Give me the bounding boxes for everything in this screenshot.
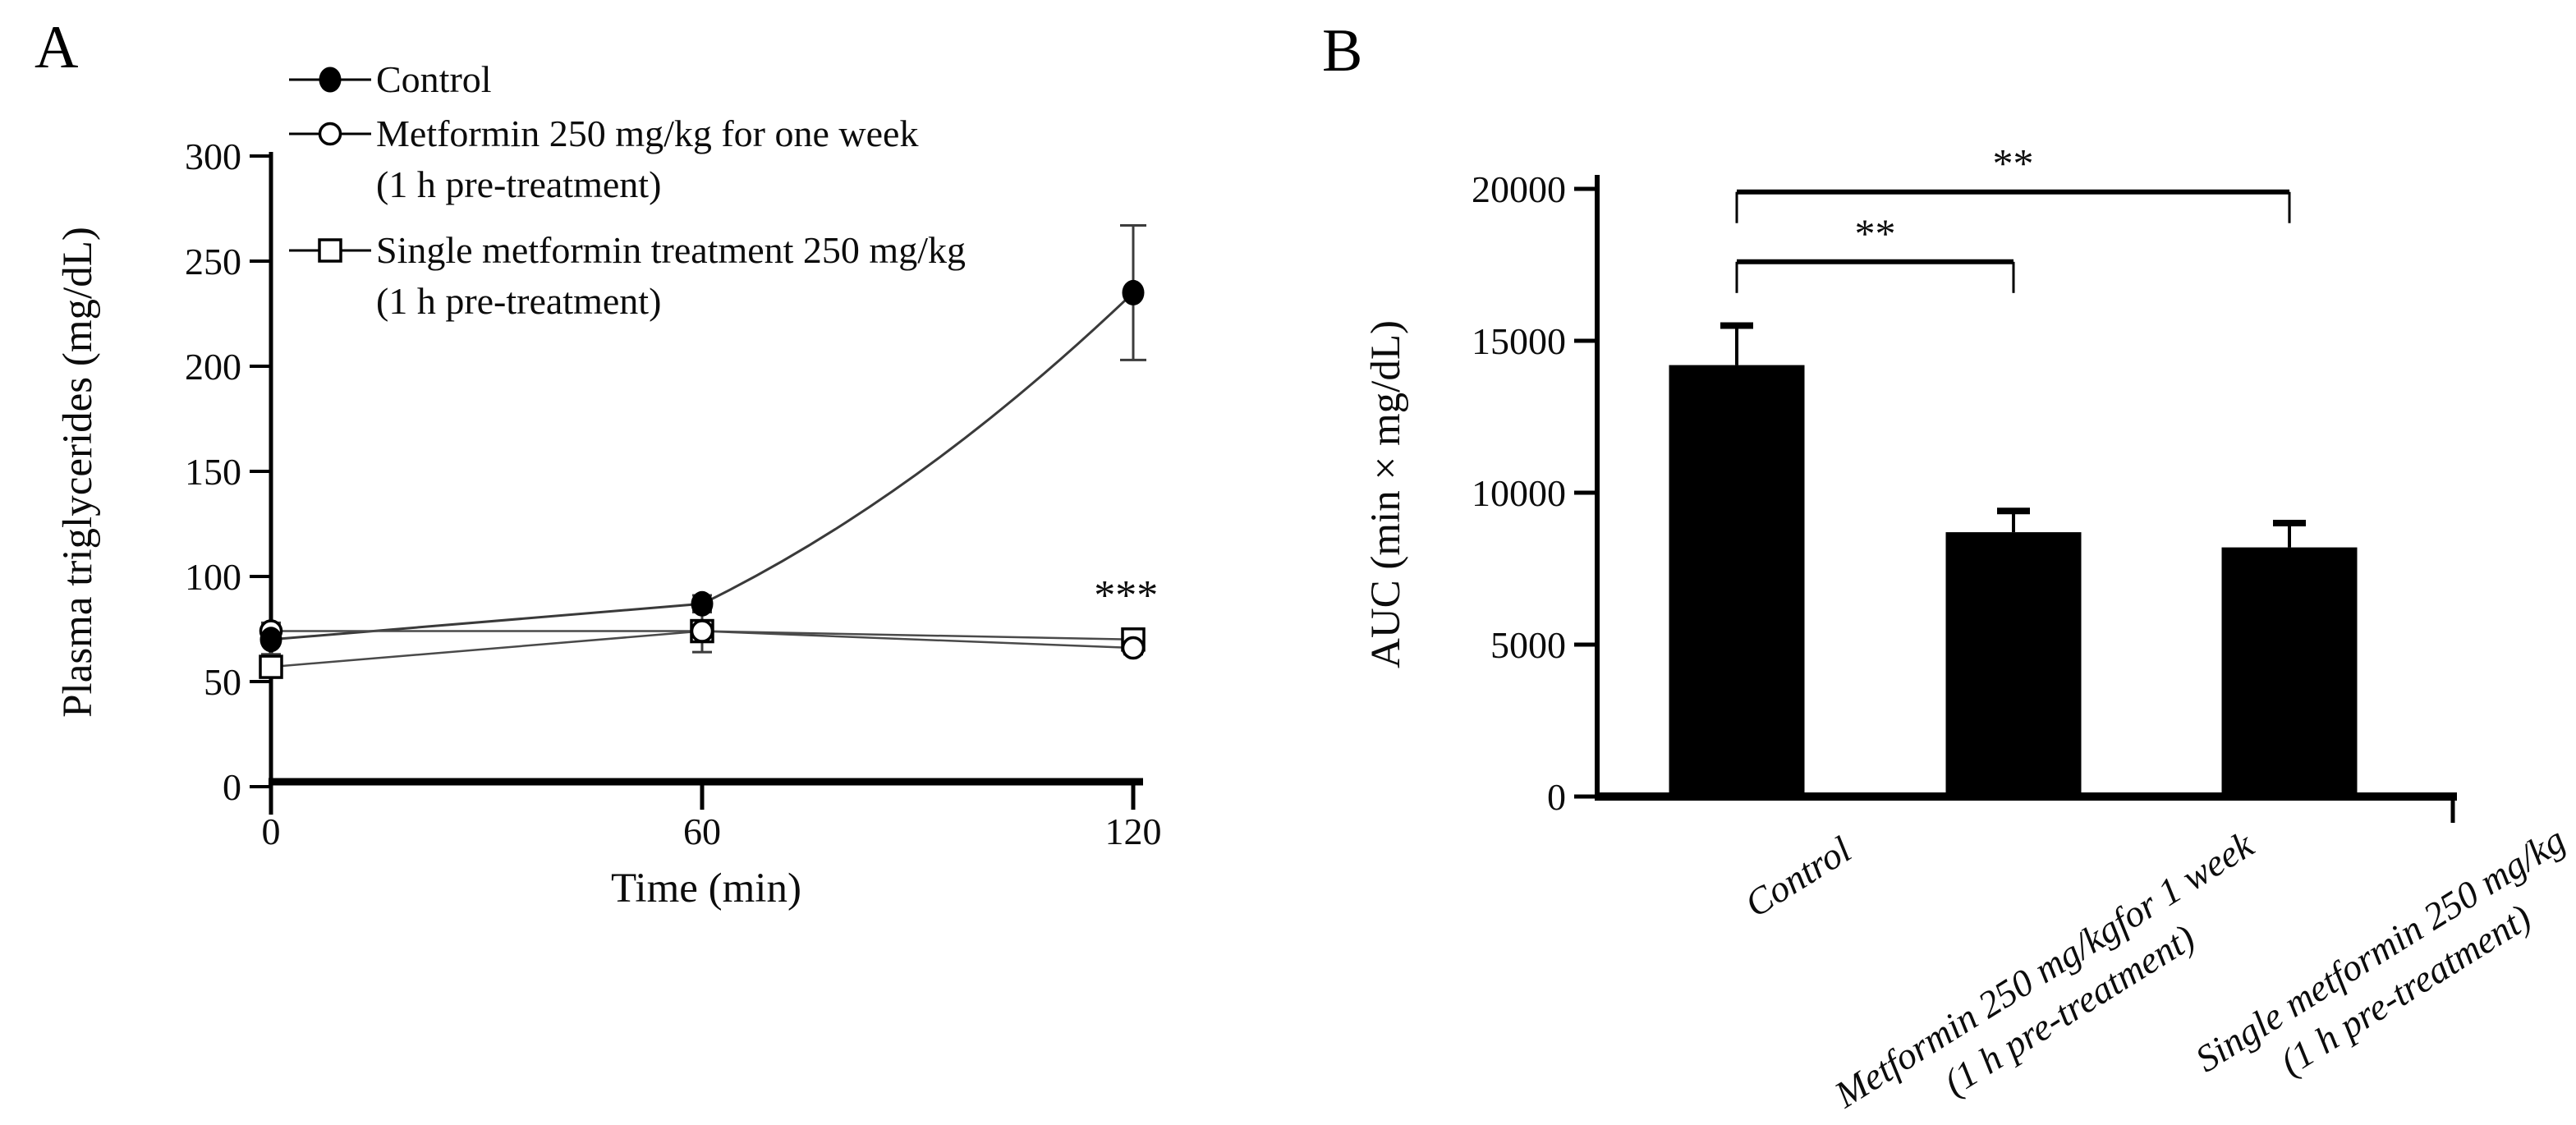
panel-a-y-tick-label: 100 [185, 556, 241, 598]
panel-a-y-tick-label: 0 [223, 766, 241, 808]
panel-a-y-tick-label: 150 [185, 451, 241, 493]
significance-stars: ** [1855, 210, 1896, 256]
data-point-filled-circle [691, 590, 714, 617]
legend-marker-open-square [318, 238, 342, 263]
legend-entry-text: (1 h pre-treatment) [376, 163, 662, 205]
panel-b-y-tick-label: 5000 [1490, 624, 1566, 666]
bar [1945, 532, 2082, 797]
panel-b-y-axis-title: AUC (min × mg/dL) [1363, 320, 1409, 668]
panel-b-y-tick-label: 20000 [1472, 168, 1566, 210]
significance-stars: ** [1993, 140, 2034, 186]
bar [1669, 365, 1805, 797]
panel-b-y-tick-label: 10000 [1472, 472, 1566, 514]
legend-marker-open-circle [318, 122, 342, 146]
data-point-open-circle [1121, 636, 1146, 660]
panel-a-x-tick-label: 120 [1105, 810, 1162, 852]
panel-a-x-axis-title: Time (min) [611, 866, 801, 911]
data-point-open-circle [690, 619, 714, 643]
panel-a-y-tick-label: 300 [185, 135, 241, 177]
legend-marker-filled-circle [319, 67, 342, 93]
data-point-filled-circle [259, 627, 282, 653]
panel-a-x-tick-label: 60 [683, 810, 721, 852]
panel-b-y-tick-label: 15000 [1472, 320, 1566, 362]
panel-label-a: A [34, 14, 79, 81]
panel-a-y-tick-label: 200 [185, 346, 241, 388]
legend-entry-text: Metformin 250 mg/kg for one week [376, 112, 919, 154]
legend-entry-text: Single metformin treatment 250 mg/kg [376, 229, 966, 271]
panel-label-b: B [1322, 17, 1363, 85]
series-line-control [270, 292, 1135, 641]
significance-stars: *** [1094, 572, 1158, 619]
data-point-filled-circle [1122, 279, 1145, 305]
legend-entry-text: Control [376, 58, 492, 100]
bar [2221, 547, 2358, 797]
panel-a-x-tick-label: 0 [262, 810, 281, 852]
legend-entry-text: (1 h pre-treatment) [376, 280, 662, 322]
panel-a-y-tick-label: 250 [185, 241, 241, 282]
panel-a-y-axis-title: Plasma triglycerides (mg/dL) [55, 227, 101, 718]
panel-b-y-tick-label: 0 [1547, 776, 1566, 818]
data-point-open-square [259, 654, 283, 679]
panel-a-y-tick-label: 50 [204, 661, 241, 703]
